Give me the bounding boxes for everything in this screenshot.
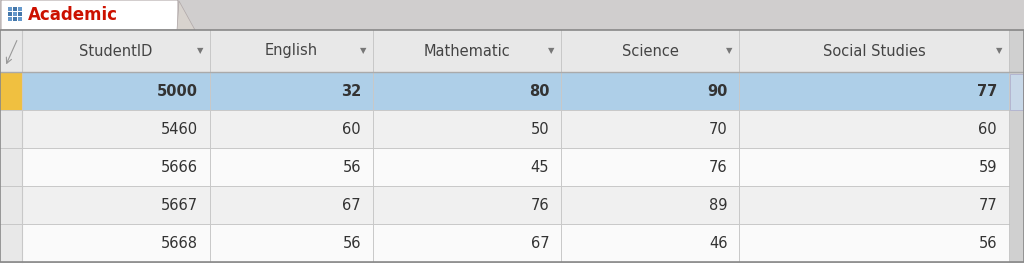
Bar — [13, 7, 17, 11]
Polygon shape — [177, 1, 195, 30]
Text: 56: 56 — [343, 160, 361, 174]
Text: Social Studies: Social Studies — [823, 43, 926, 59]
Text: 32: 32 — [341, 83, 361, 99]
Text: 67: 67 — [342, 197, 361, 213]
Text: 5668: 5668 — [161, 235, 199, 251]
Text: 60: 60 — [978, 122, 997, 137]
Text: 5000: 5000 — [158, 83, 199, 99]
Text: 59: 59 — [979, 160, 997, 174]
Bar — [0, 186, 22, 224]
Bar — [22, 148, 1009, 186]
Bar — [0, 72, 22, 110]
Text: 60: 60 — [342, 122, 361, 137]
Text: 80: 80 — [528, 83, 549, 99]
Text: 77: 77 — [978, 197, 997, 213]
Bar — [1010, 74, 1023, 110]
Text: 50: 50 — [530, 122, 549, 137]
Text: English: English — [265, 43, 318, 59]
Bar — [0, 30, 1024, 262]
Bar — [0, 148, 22, 186]
Bar — [18, 12, 22, 16]
Text: Mathematic: Mathematic — [424, 43, 511, 59]
Text: ▼: ▼ — [197, 46, 204, 55]
Bar — [0, 0, 1024, 30]
Bar — [18, 7, 22, 11]
Text: ▼: ▼ — [726, 46, 732, 55]
Bar — [18, 17, 22, 21]
Text: 76: 76 — [709, 160, 727, 174]
Text: 77: 77 — [977, 83, 997, 99]
Bar — [0, 110, 22, 148]
Text: 5666: 5666 — [161, 160, 199, 174]
FancyBboxPatch shape — [1, 0, 178, 30]
Bar — [22, 186, 1009, 224]
Bar — [22, 224, 1009, 262]
Text: 90: 90 — [707, 83, 727, 99]
Text: 56: 56 — [343, 235, 361, 251]
Text: 5667: 5667 — [161, 197, 199, 213]
Text: 67: 67 — [530, 235, 549, 251]
Bar — [13, 12, 17, 16]
Text: 45: 45 — [530, 160, 549, 174]
Bar — [8, 17, 12, 21]
Bar — [0, 224, 22, 262]
Text: 89: 89 — [709, 197, 727, 213]
Bar — [8, 7, 12, 11]
Bar — [8, 12, 12, 16]
Text: Science: Science — [622, 43, 679, 59]
Bar — [13, 17, 17, 21]
Text: 5460: 5460 — [161, 122, 199, 137]
Text: ▼: ▼ — [548, 46, 555, 55]
Text: ▼: ▼ — [359, 46, 367, 55]
Text: ▼: ▼ — [995, 46, 1002, 55]
Text: 76: 76 — [530, 197, 549, 213]
Text: Academic: Academic — [28, 6, 118, 24]
Bar — [22, 72, 1009, 110]
Text: StudentID: StudentID — [80, 43, 153, 59]
Bar — [22, 110, 1009, 148]
Text: 46: 46 — [709, 235, 727, 251]
Text: 56: 56 — [979, 235, 997, 251]
Bar — [0, 30, 1024, 72]
Text: 70: 70 — [709, 122, 727, 137]
Bar — [1009, 30, 1024, 262]
